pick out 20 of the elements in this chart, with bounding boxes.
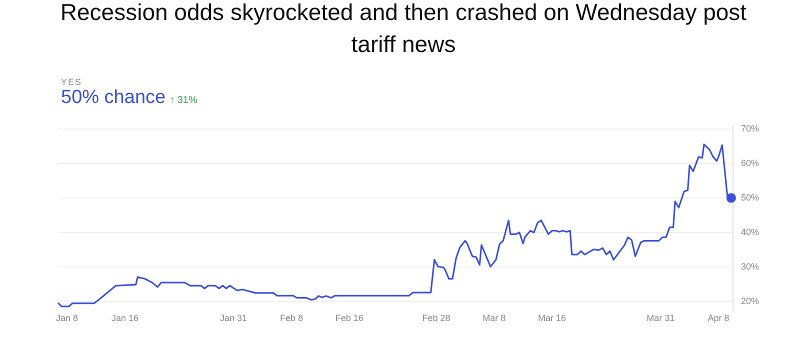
y-tick-label: 50% [740,192,759,202]
x-tick-label: Jan 8 [56,313,78,324]
x-tick-label: Mar 31 [646,313,675,324]
text: YES [61,77,84,87]
chart-title: Recession odds skyrocketed and then crashed on Wednesday post tariff news [59,0,748,59]
x-tick-label: Mar 16 [538,313,566,324]
y-tick-label: 20% [740,296,759,306]
x-tick-label: Feb 8 [280,313,303,324]
x-tick-label: Feb 28 [422,313,450,324]
y-tick-label: 30% [740,262,759,272]
x-tick-label: Mar 8 [482,313,506,324]
x-tick-label: Jan 31 [220,313,248,324]
text: 50% chance [61,87,166,108]
x-tick-label: Apr 8 [708,313,730,324]
y-tick-label: 70% [740,123,759,134]
text: ↑ 31% [170,95,198,106]
y-tick-label: 40% [740,226,759,237]
y-tick-label: 60% [740,158,759,168]
x-tick-label: Jan 16 [111,313,138,324]
x-tick-label: Feb 16 [335,313,364,324]
